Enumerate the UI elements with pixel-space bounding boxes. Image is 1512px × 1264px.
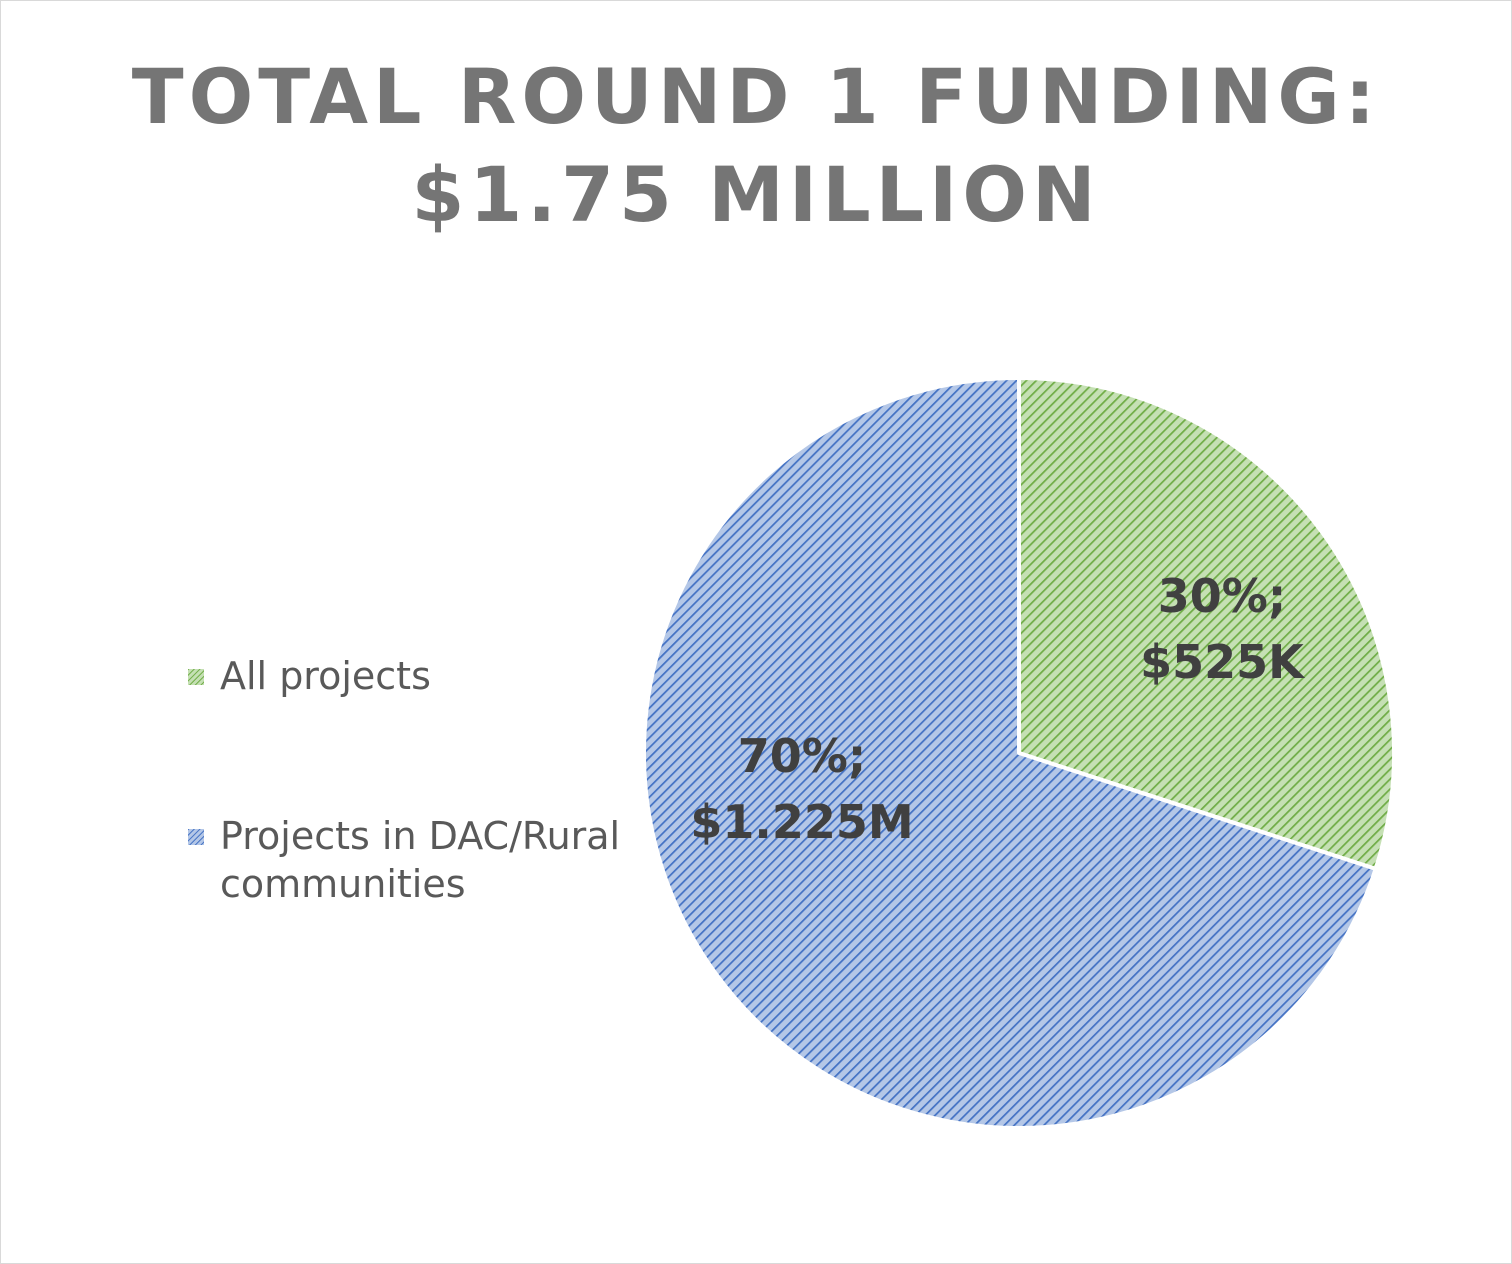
chart-legend: All projects Projects in DAC/Rural commu… [186, 652, 656, 908]
pie-slice-dac-rural [642, 376, 1378, 1130]
chart-title-line1: TOTAL ROUND 1 FUNDING: [131, 52, 1381, 141]
pie-label-all-projects: 30%; $525K [1140, 569, 1306, 689]
pie-label-dac-rural: 70%; $1.225M [690, 729, 913, 849]
legend-swatch-all-projects [188, 669, 204, 685]
pie-slice-all-projects [1017, 376, 1396, 871]
legend-item-all-projects: All projects [186, 652, 656, 700]
legend-label-dac-rural: Projects in DAC/Rural communities [220, 814, 621, 906]
chart-title: TOTAL ROUND 1 FUNDING: $1.75 MILLION [0, 48, 1512, 244]
pie-labels: 30%; $525K 70%; $1.225M [690, 569, 1306, 849]
legend-label-all-projects: All projects [220, 654, 431, 698]
pie-slices [642, 376, 1396, 1130]
legend-swatch-dac-rural [188, 829, 204, 845]
chart-title-line2: $1.75 MILLION [411, 150, 1101, 239]
legend-item-dac-rural: Projects in DAC/Rural communities [186, 812, 656, 908]
